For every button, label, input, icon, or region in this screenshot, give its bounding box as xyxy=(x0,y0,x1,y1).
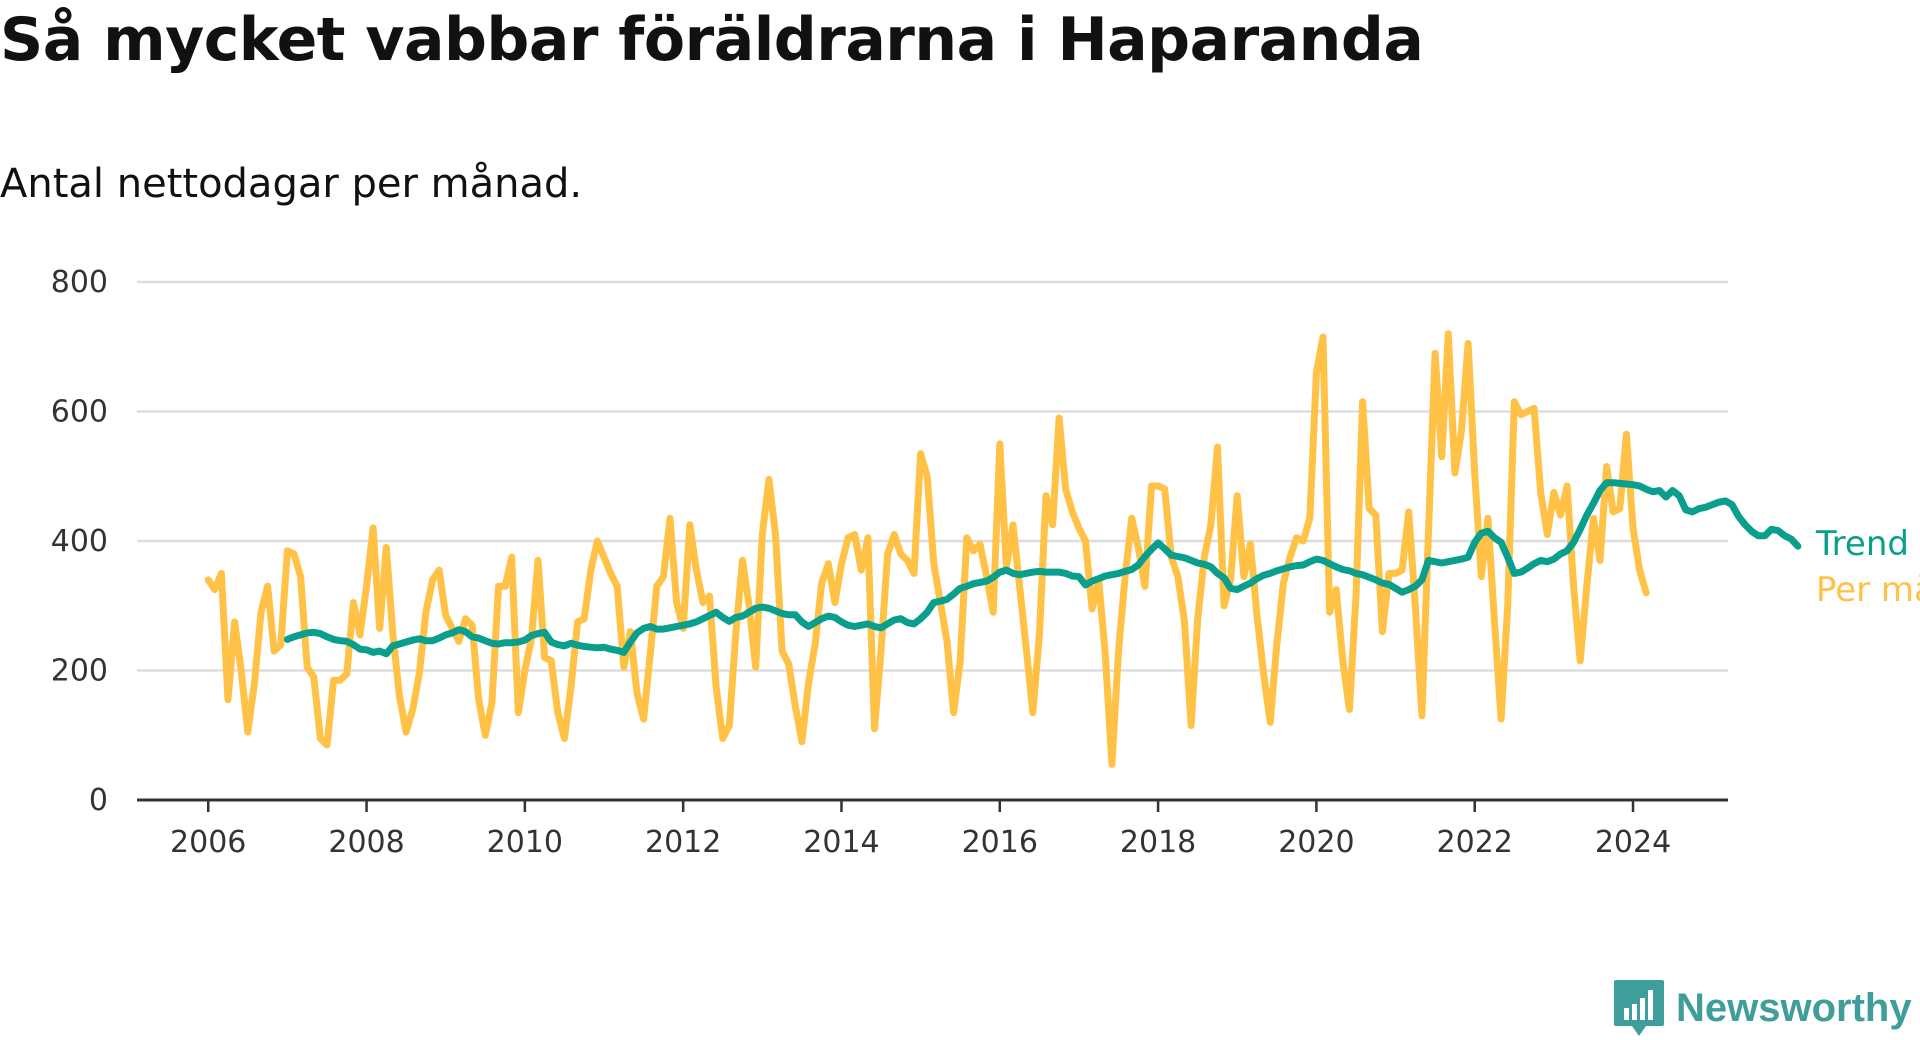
x-tick-label: 2020 xyxy=(1278,825,1354,860)
brand-name: Newsworthy xyxy=(1676,985,1912,1030)
x-tick-label: 2010 xyxy=(487,825,563,860)
series-label-per-manad: Per månad xyxy=(1816,570,1920,610)
y-tick-label: 800 xyxy=(51,265,108,300)
series-labels: Trend Per månad xyxy=(1815,524,1920,610)
chart-subtitle: Antal nettodagar per månad. xyxy=(0,161,583,207)
y-tick-label: 600 xyxy=(51,395,108,430)
series-line-1 xyxy=(283,479,1802,658)
y-tick-label: 0 xyxy=(89,783,108,818)
y-tick-label: 400 xyxy=(51,524,108,559)
newsworthy-logo-icon xyxy=(1614,980,1664,1036)
x-axis-ticks: 2006 2008 2010 2012 2014 2016 2018 2020 2022 2024 xyxy=(170,800,1671,860)
series-lines xyxy=(204,330,1802,768)
x-tick-label: 2022 xyxy=(1437,825,1513,860)
x-tick-label: 2014 xyxy=(803,825,879,860)
y-tick-label: 200 xyxy=(51,654,108,689)
chart-title: Så mycket vabbar föräldrarna i Haparanda xyxy=(0,5,1424,75)
series-line-0 xyxy=(204,330,1650,768)
x-tick-label: 2012 xyxy=(645,825,721,860)
series-label-trend: Trend xyxy=(1815,524,1909,564)
x-tick-label: 2008 xyxy=(328,825,404,860)
x-tick-label: 2016 xyxy=(962,825,1038,860)
x-tick-label: 2024 xyxy=(1595,825,1671,860)
x-tick-label: 2006 xyxy=(170,825,246,860)
brand-logo[interactable]: Newsworthy xyxy=(1612,978,1912,1038)
y-axis-ticks: 0 200 400 600 800 xyxy=(51,265,108,818)
x-tick-label: 2018 xyxy=(1120,825,1196,860)
